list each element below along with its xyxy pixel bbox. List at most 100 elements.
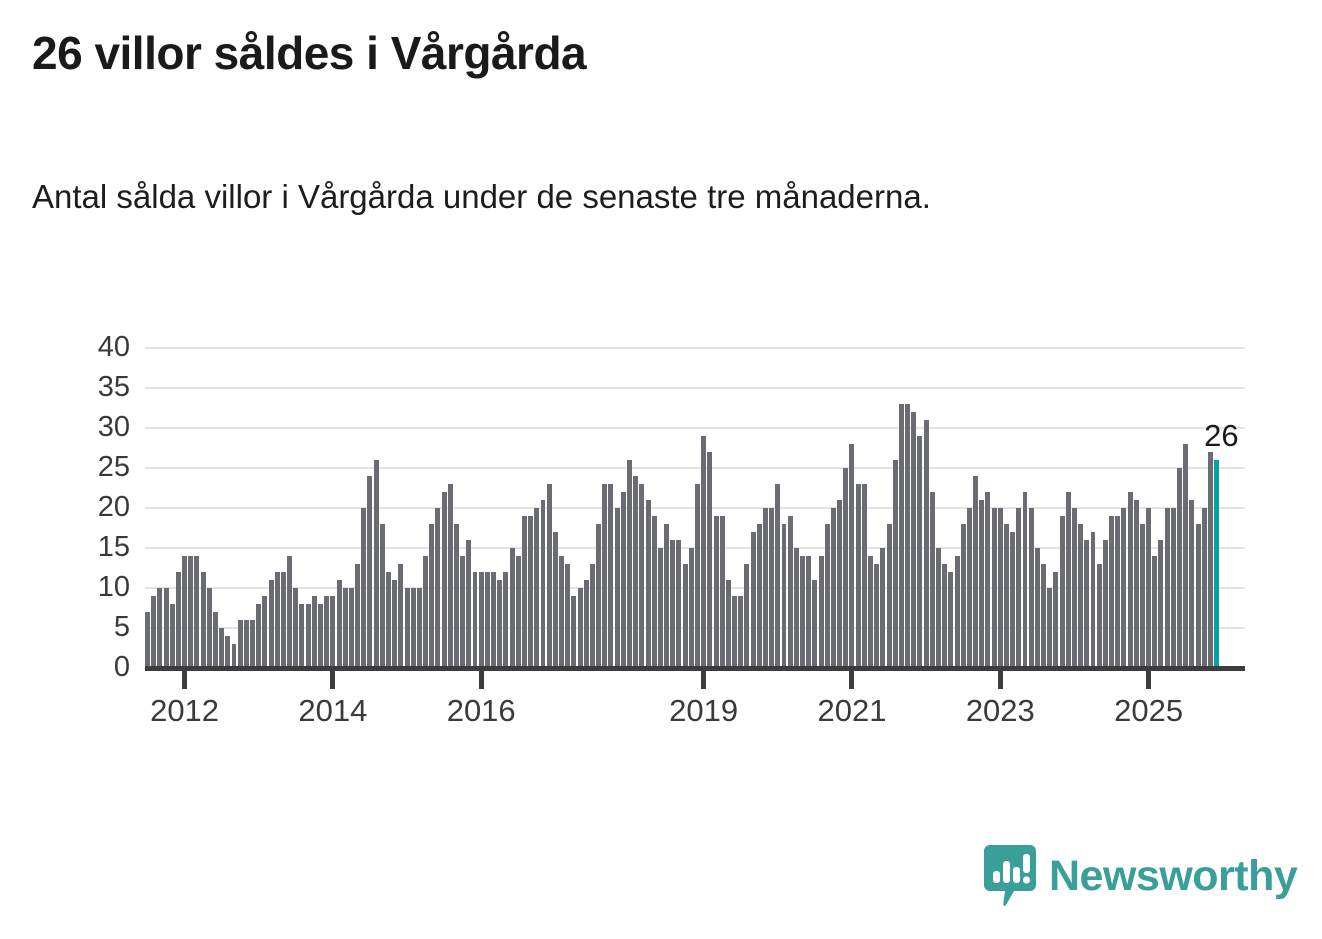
bar bbox=[274, 572, 280, 668]
bar bbox=[695, 484, 700, 668]
bar bbox=[818, 556, 824, 668]
bar bbox=[441, 492, 447, 668]
bar bbox=[361, 508, 367, 668]
bar bbox=[429, 524, 435, 668]
bar bbox=[843, 468, 849, 668]
y-axis-tick-label: 30 bbox=[97, 411, 130, 443]
bar bbox=[657, 548, 663, 668]
bar bbox=[212, 612, 218, 668]
highlight-value-label: 26 bbox=[1204, 418, 1239, 453]
y-axis-tick-label: 20 bbox=[97, 491, 130, 523]
bar bbox=[849, 444, 855, 668]
bar bbox=[787, 516, 793, 668]
bar bbox=[472, 572, 478, 668]
bar bbox=[1109, 516, 1114, 668]
bar bbox=[509, 548, 515, 668]
bar bbox=[416, 588, 422, 668]
x-axis-tick bbox=[701, 671, 707, 689]
bar bbox=[985, 492, 991, 668]
chart-subtitle: Antal sålda villor i Vårgårda under de s… bbox=[32, 178, 931, 215]
bar bbox=[1010, 532, 1016, 668]
bar bbox=[1127, 492, 1133, 668]
bar bbox=[732, 596, 738, 668]
bar bbox=[435, 508, 441, 668]
x-axis-tick bbox=[182, 671, 188, 689]
bar bbox=[175, 572, 181, 668]
bar bbox=[639, 484, 645, 668]
bar bbox=[565, 564, 571, 668]
bar bbox=[991, 508, 997, 668]
bar bbox=[299, 604, 305, 668]
bar bbox=[664, 524, 670, 668]
x-axis-tick-label: 2016 bbox=[446, 693, 516, 728]
bar bbox=[1121, 508, 1127, 668]
bar bbox=[163, 588, 169, 668]
bar bbox=[917, 436, 923, 668]
gridline bbox=[145, 347, 1245, 349]
bar bbox=[806, 556, 812, 668]
bar bbox=[1084, 540, 1090, 668]
bar bbox=[979, 500, 985, 668]
bar bbox=[1146, 508, 1152, 668]
bar bbox=[546, 484, 552, 668]
y-axis-tick-label: 40 bbox=[97, 331, 130, 363]
x-axis-tick bbox=[330, 671, 336, 689]
bar bbox=[250, 620, 256, 668]
x-axis-tick bbox=[849, 671, 855, 689]
bar bbox=[478, 572, 484, 668]
bar bbox=[1016, 508, 1022, 668]
bar bbox=[1139, 524, 1145, 668]
y-axis-tick-label: 25 bbox=[97, 451, 130, 483]
bar bbox=[398, 564, 404, 668]
bar bbox=[1047, 588, 1053, 668]
bar bbox=[973, 476, 979, 668]
bar bbox=[1133, 500, 1139, 668]
y-axis-tick-label: 35 bbox=[97, 371, 130, 403]
y-axis-tick-label: 0 bbox=[113, 651, 130, 683]
bar bbox=[182, 556, 188, 668]
bar bbox=[231, 644, 237, 668]
bar bbox=[1059, 516, 1065, 668]
bar bbox=[936, 548, 941, 668]
bar bbox=[466, 540, 472, 668]
bar bbox=[497, 580, 503, 668]
x-axis-tick bbox=[478, 671, 484, 689]
bar bbox=[830, 508, 836, 668]
bar bbox=[348, 588, 354, 668]
bar bbox=[1022, 492, 1028, 668]
page-title: 26 villor såldes i Vårgårda bbox=[32, 27, 587, 79]
x-axis-tick bbox=[997, 671, 1003, 689]
y-axis-tick-label: 15 bbox=[97, 531, 130, 563]
bar bbox=[583, 580, 589, 668]
bar bbox=[453, 524, 459, 668]
x-axis: 2012 2014 2016 2019 2021 2023 2025 bbox=[145, 671, 1245, 731]
y-axis-tick-label: 5 bbox=[113, 611, 130, 643]
bar bbox=[491, 572, 497, 668]
bar bbox=[268, 580, 274, 668]
bar bbox=[911, 412, 917, 668]
gridline bbox=[145, 427, 1245, 429]
bar bbox=[781, 524, 787, 668]
bar bbox=[540, 500, 546, 668]
bar bbox=[1170, 508, 1176, 668]
bar bbox=[824, 524, 830, 668]
bar bbox=[1065, 492, 1071, 668]
bar bbox=[280, 572, 286, 668]
bar bbox=[892, 460, 898, 668]
bar bbox=[1003, 524, 1009, 668]
bar bbox=[194, 556, 200, 668]
bar bbox=[404, 588, 410, 668]
x-axis-tick bbox=[1146, 671, 1152, 689]
x-axis-tick-label: 2023 bbox=[965, 693, 1035, 728]
bar bbox=[1028, 508, 1034, 668]
bar-chart: 2012 2014 2016 2019 2021 2023 2025 26 bbox=[0, 330, 1322, 730]
bar bbox=[596, 524, 602, 668]
bar bbox=[898, 404, 904, 668]
bar bbox=[775, 484, 781, 668]
bar bbox=[738, 596, 744, 668]
bar bbox=[145, 612, 150, 668]
bar bbox=[200, 572, 206, 668]
bar bbox=[1071, 508, 1077, 668]
bar bbox=[552, 532, 558, 668]
